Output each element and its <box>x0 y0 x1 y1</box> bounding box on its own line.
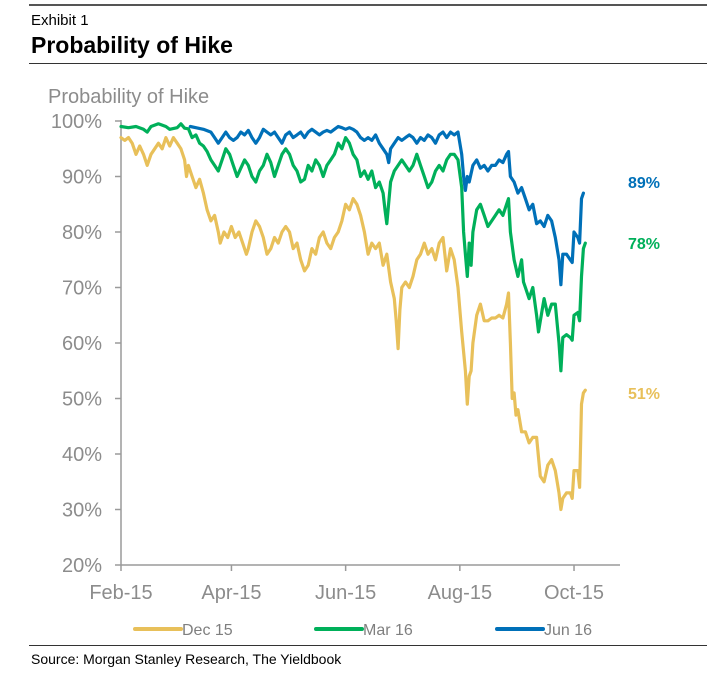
x-tick-label: Feb-15 <box>89 582 152 604</box>
y-tick-label: 30% <box>62 500 102 522</box>
y-tick-label: 70% <box>62 278 102 300</box>
title-rule <box>29 63 707 64</box>
end-label-dec-15: 51% <box>628 386 660 403</box>
y-tick-label: 90% <box>62 167 102 189</box>
legend-label: Dec 15 <box>182 622 233 639</box>
top-rule <box>29 4 707 6</box>
x-tick-label: Aug-15 <box>428 582 493 604</box>
source-note: Source: Morgan Stanley Research, The Yie… <box>31 651 342 667</box>
legend-label: Jun 16 <box>544 622 592 639</box>
y-tick-label: 60% <box>62 333 102 355</box>
source-rule <box>29 645 707 646</box>
legend-label: Mar 16 <box>363 622 413 639</box>
end-label-jun-16: 89% <box>628 175 660 192</box>
y-tick-label: 40% <box>62 444 102 466</box>
y-tick-label: 100% <box>51 111 102 133</box>
exhibit-label: Exhibit 1 <box>31 12 89 29</box>
exhibit-title: Probability of Hike <box>31 32 233 58</box>
y-tick-label: 20% <box>62 555 102 577</box>
series-line-jun-16 <box>188 124 585 287</box>
line-chart: Probability of Hike 100% 90% 80% 70% 60% 50% 4… <box>48 86 660 639</box>
x-tick-label: Jun-15 <box>315 582 376 604</box>
y-axis-title: Probability of Hike <box>48 86 209 108</box>
y-tick-label: 80% <box>62 222 102 244</box>
end-label-mar-16: 78% <box>628 236 660 253</box>
series-line-mar-16 <box>119 122 587 373</box>
y-tick-label: 50% <box>62 389 102 411</box>
series-line-dec-15 <box>119 136 587 512</box>
x-tick-label: Oct-15 <box>544 582 604 604</box>
x-tick-label: Apr-15 <box>201 582 261 604</box>
